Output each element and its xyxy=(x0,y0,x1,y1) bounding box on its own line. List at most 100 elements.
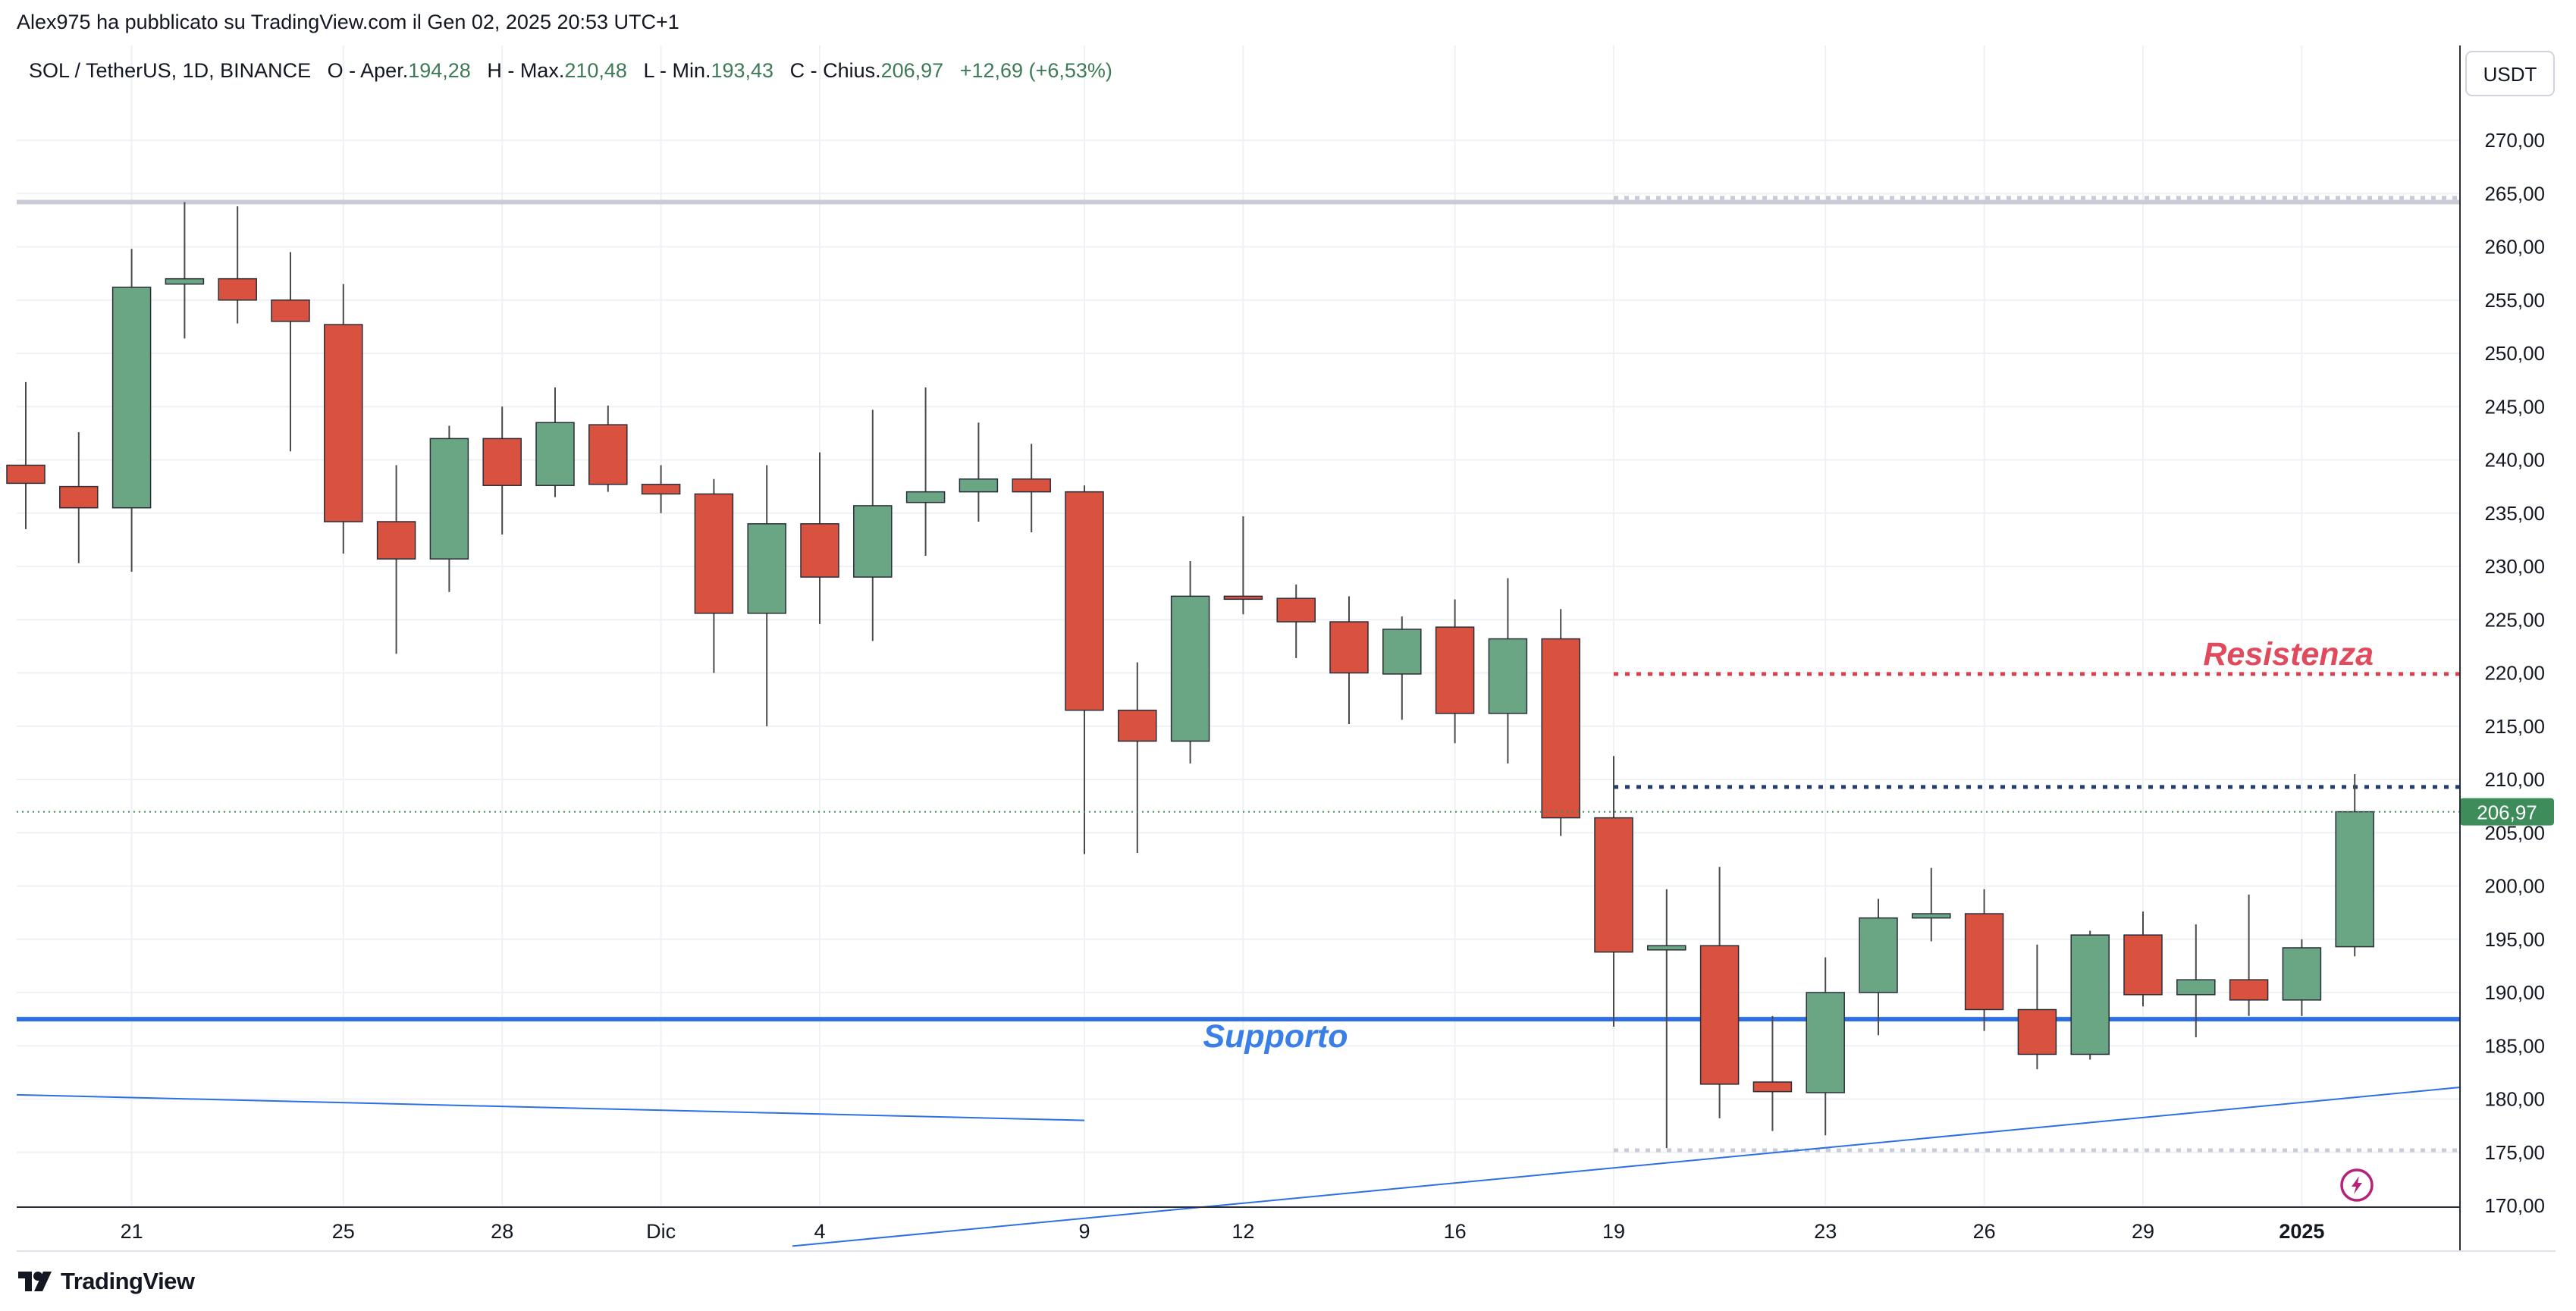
candle[interactable] xyxy=(165,202,205,339)
candle[interactable] xyxy=(1594,756,1633,1027)
x-tick-label: Dic xyxy=(646,1220,676,1243)
candle[interactable] xyxy=(59,431,99,563)
candle-body xyxy=(853,505,893,578)
candle-body xyxy=(747,523,786,614)
y-tick-label: 255,00 xyxy=(2484,289,2545,312)
support-label: Supporto xyxy=(1203,1018,1348,1055)
candle[interactable] xyxy=(1012,444,1051,533)
candle[interactable] xyxy=(1699,867,1740,1118)
x-tick-label: 23 xyxy=(1814,1220,1837,1243)
candle[interactable] xyxy=(1223,516,1263,615)
candle[interactable] xyxy=(1170,560,1210,764)
candle[interactable] xyxy=(1859,899,1898,1036)
candle[interactable] xyxy=(1118,662,1157,853)
tradingview-logo-icon xyxy=(18,1272,52,1291)
candle-body xyxy=(1647,945,1686,951)
chart-axes: 170,00 175,00 180,00 185,00 190,00 195,00 200,… xyxy=(17,45,2556,1252)
y-tick-label: 250,00 xyxy=(2484,342,2545,365)
candle[interactable] xyxy=(800,452,839,624)
currency-button[interactable]: USDT xyxy=(2465,51,2555,96)
legend-symbol: SOL / TetherUS, 1D, BINANCE xyxy=(29,59,311,82)
x-tick-label: 16 xyxy=(1444,1220,1467,1243)
candle-body xyxy=(1806,992,1845,1093)
candle[interactable] xyxy=(2017,944,2057,1070)
y-tick-label: 175,00 xyxy=(2484,1141,2545,1164)
y-tick-label: 210,00 xyxy=(2484,768,2545,791)
y-tick-label: 170,00 xyxy=(2484,1194,2545,1217)
candle-body xyxy=(376,521,416,560)
candle[interactable] xyxy=(482,406,522,535)
candle-body xyxy=(1170,595,1210,742)
candle[interactable] xyxy=(1541,609,1580,836)
candle-body xyxy=(218,278,257,301)
x-tick-label: 2025 xyxy=(2279,1220,2324,1243)
tradingview-logo[interactable]: TradingView xyxy=(17,1265,195,1298)
candle[interactable] xyxy=(2070,930,2110,1060)
y-tick-label: 190,00 xyxy=(2484,981,2545,1004)
candle-body xyxy=(1382,629,1422,675)
legend-low-label: L - Min. xyxy=(643,59,711,82)
candle[interactable] xyxy=(6,381,45,529)
candle[interactable] xyxy=(905,387,946,556)
candle[interactable] xyxy=(1065,485,1104,855)
candle-body xyxy=(2229,979,2269,1001)
candle-body xyxy=(1276,597,1316,623)
candle[interactable] xyxy=(2123,911,2163,1007)
candle[interactable] xyxy=(588,405,628,492)
candle-body xyxy=(1012,478,1051,493)
y-tick-label: 265,00 xyxy=(2484,182,2545,205)
candle[interactable] xyxy=(218,206,257,324)
publish-credit: Alex975 ha pubblicato su TradingView.com… xyxy=(17,11,679,33)
y-tick-label: 235,00 xyxy=(2484,502,2545,525)
candle[interactable] xyxy=(1647,889,1686,1149)
candle[interactable] xyxy=(1488,578,1528,764)
legend-high-label: H - Max. xyxy=(487,59,564,82)
candle[interactable] xyxy=(1276,584,1316,658)
candle[interactable] xyxy=(376,465,416,654)
candle[interactable] xyxy=(1435,599,1475,744)
resistance-label: Resistenza xyxy=(2203,636,2374,673)
y-tick-label: 205,00 xyxy=(2484,821,2545,844)
candle[interactable] xyxy=(1964,889,2004,1031)
x-tick-label: 29 xyxy=(2132,1220,2154,1243)
candle[interactable] xyxy=(2282,939,2322,1016)
legend-close-label: C - Chius. xyxy=(790,59,881,82)
ohlc-legend: SOL / TetherUS, 1D, BINANCE O - Aper.194… xyxy=(29,59,1112,82)
candle[interactable] xyxy=(959,422,999,522)
candle[interactable] xyxy=(2229,894,2269,1016)
x-tick-label: 4 xyxy=(814,1220,825,1243)
legend-change: +12,69 (+6,53%) xyxy=(960,59,1112,82)
y-tick-label: 200,00 xyxy=(2484,875,2545,898)
legend-open-value: 194,28 xyxy=(408,59,471,82)
currency-label: USDT xyxy=(2483,63,2537,86)
candle[interactable] xyxy=(2176,924,2216,1038)
candle[interactable] xyxy=(641,465,681,513)
candle[interactable] xyxy=(111,249,152,572)
candle[interactable] xyxy=(694,478,734,673)
candle[interactable] xyxy=(747,465,786,726)
candle-body xyxy=(271,300,310,322)
last-price-tag xyxy=(2460,798,2554,826)
candle-body xyxy=(1435,626,1475,714)
x-tick-label: 25 xyxy=(332,1220,355,1243)
candle[interactable] xyxy=(271,252,310,452)
candle[interactable] xyxy=(1912,867,1951,942)
y-tick-label: 225,00 xyxy=(2484,608,2545,631)
candle[interactable] xyxy=(1382,616,1422,720)
candle-body xyxy=(6,464,45,485)
candle[interactable] xyxy=(429,425,469,592)
candle[interactable] xyxy=(324,284,363,554)
candle[interactable] xyxy=(853,409,893,641)
lightning-icon[interactable] xyxy=(2340,1168,2374,1202)
candle-body xyxy=(2176,979,2216,996)
candle-body xyxy=(1752,1081,1793,1093)
candle[interactable] xyxy=(1806,957,1845,1136)
candle[interactable] xyxy=(1329,596,1369,724)
candle[interactable] xyxy=(1752,1015,1793,1131)
candle[interactable] xyxy=(535,387,575,497)
candle[interactable] xyxy=(2335,773,2374,957)
y-tick-label: 245,00 xyxy=(2484,395,2545,418)
y-tick-label: 220,00 xyxy=(2484,662,2545,685)
y-tick-label: 185,00 xyxy=(2484,1034,2545,1057)
